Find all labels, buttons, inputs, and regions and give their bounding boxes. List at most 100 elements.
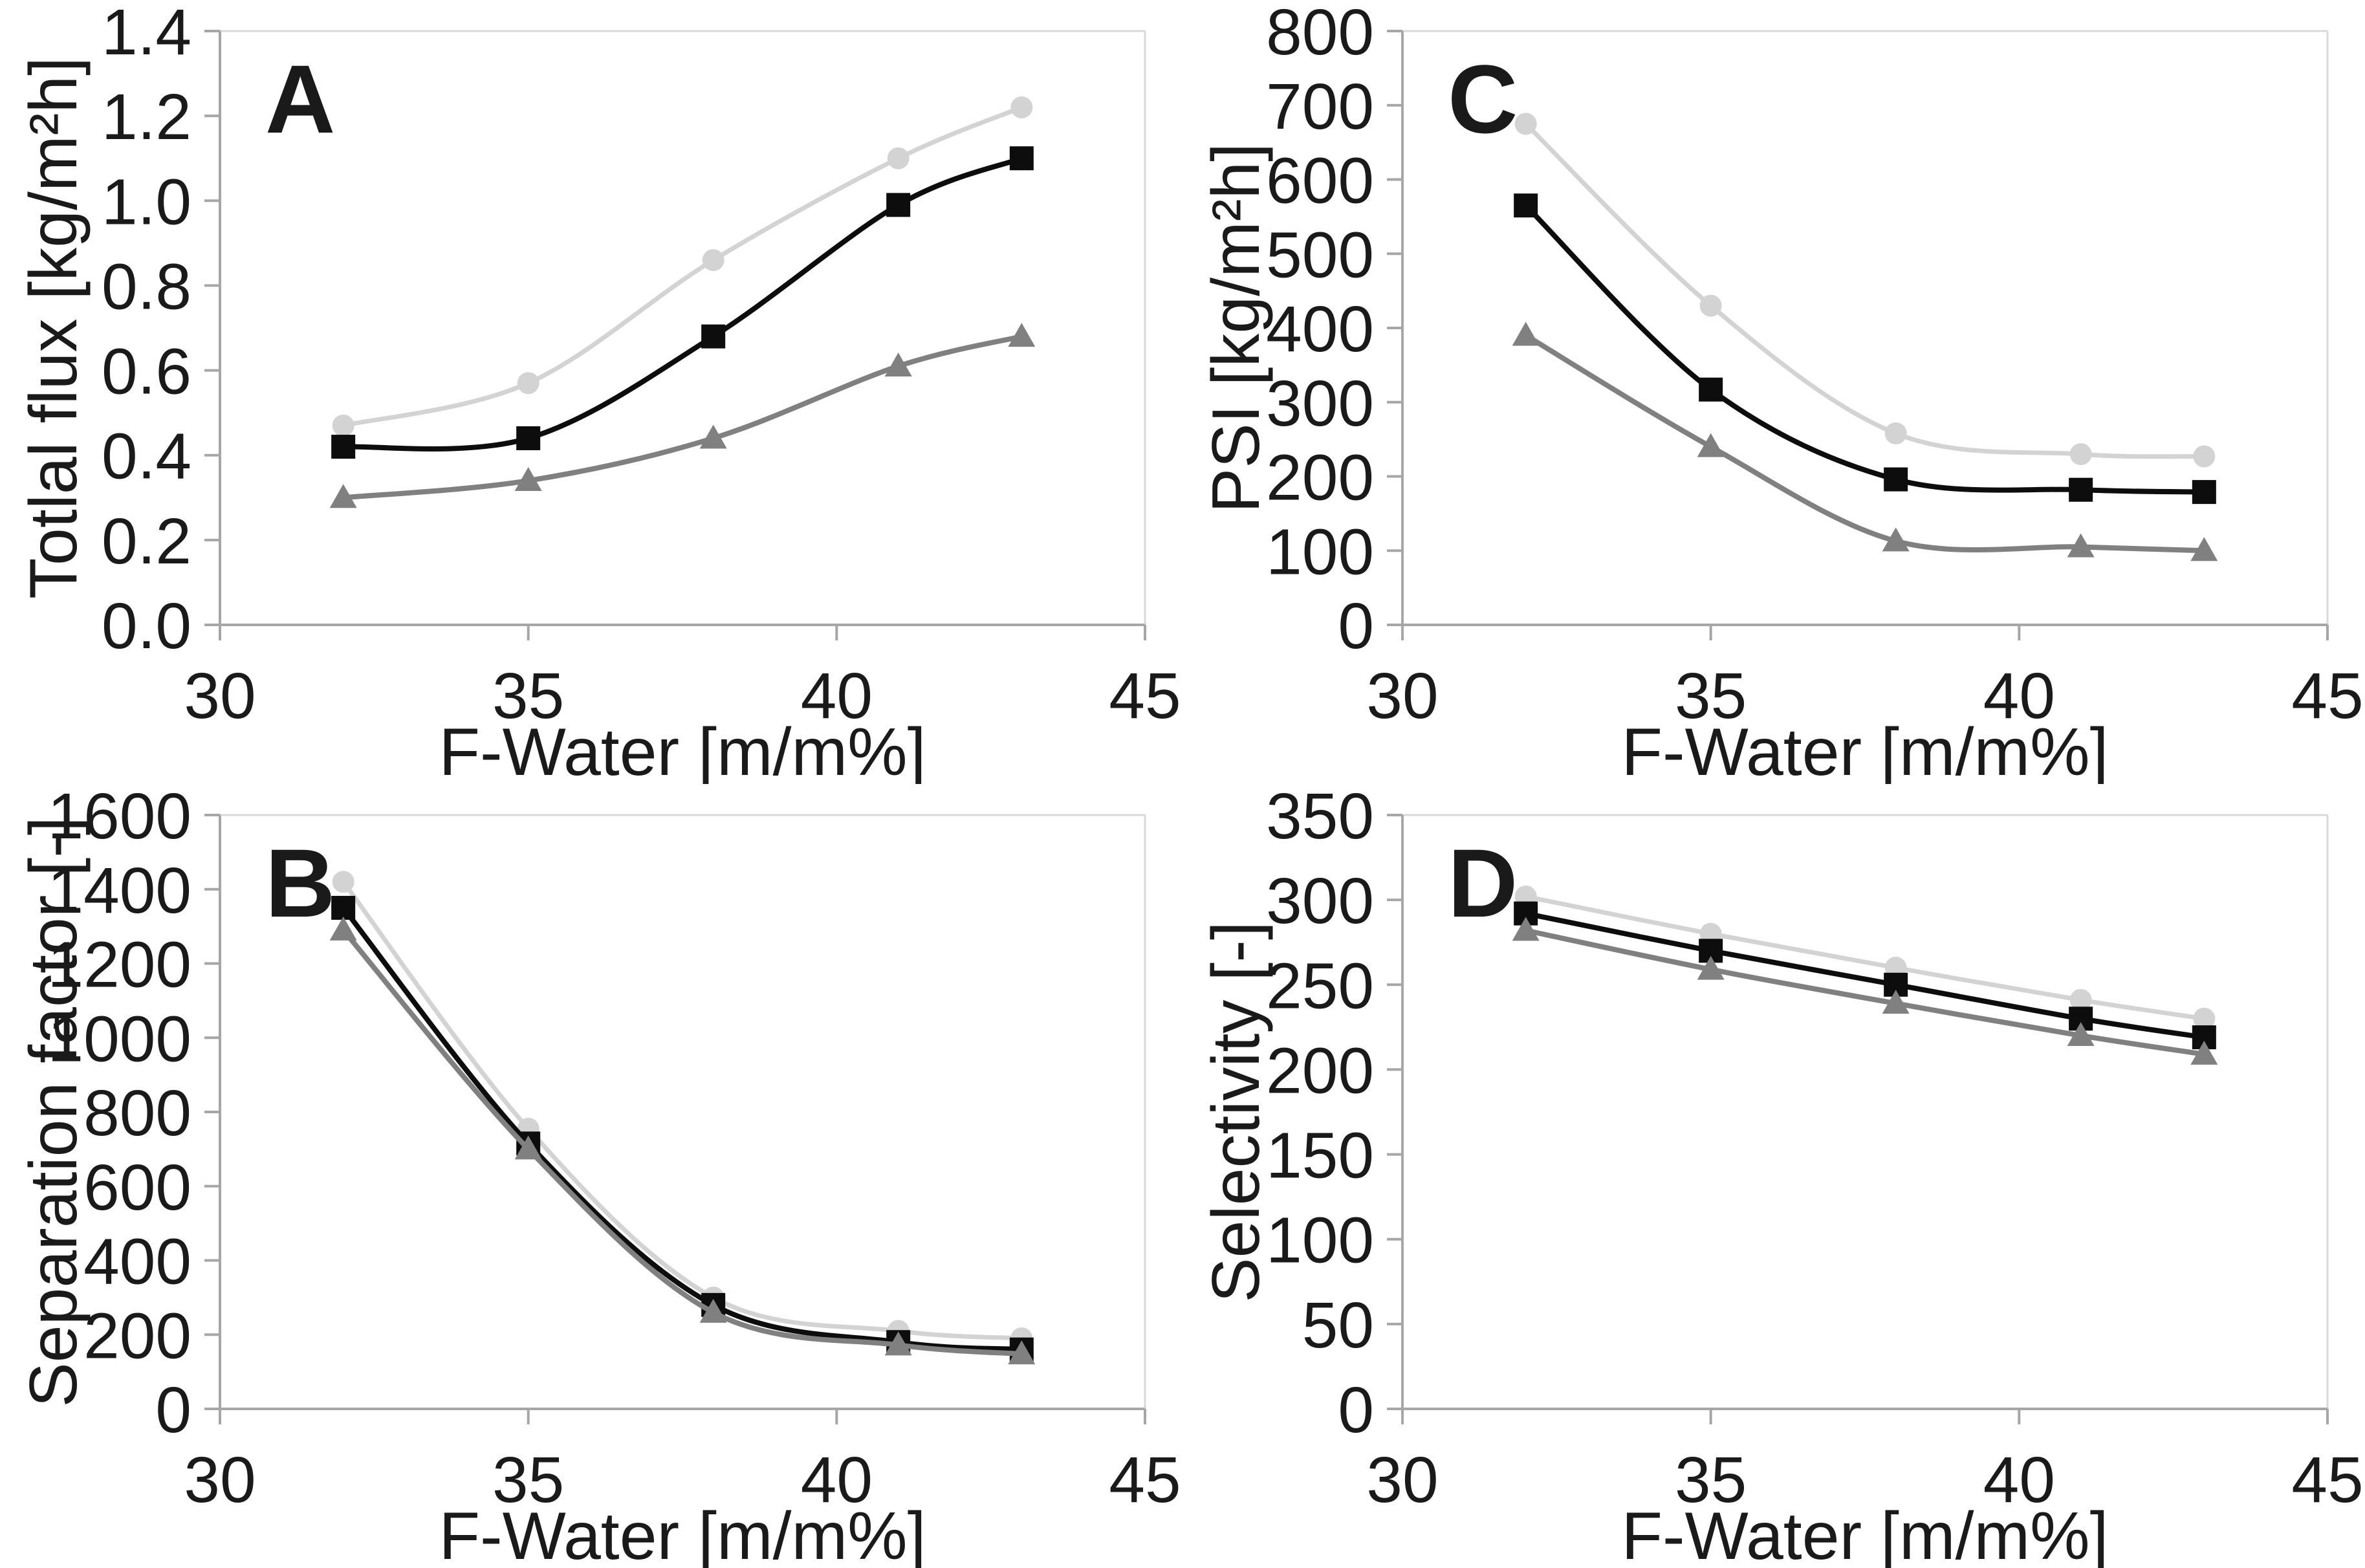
y-axis-ticks: 0.0 0.2 0.4 0.6 0.8 1.0 1.2 1.4 (102, 0, 220, 662)
triangle-marker (514, 467, 542, 492)
triangle-marker (699, 1298, 727, 1323)
panel-b-separation-factor: 0 200 400 600 800 1000 1200 1400 1600 30 35 40 45 F-W… (0, 784, 1182, 1568)
series-line-light-gray-circles (341, 105, 1024, 428)
series-line-black-squares (1523, 911, 2207, 1040)
y-tick-label: 100 (1266, 516, 1374, 588)
triangle-marker (1697, 433, 1725, 457)
chart-d-svg: 0 50 100 150 200 250 300 350 30 35 40 45 F-Water [m/… (1199, 784, 2364, 1568)
y-tick-label: 800 (1266, 0, 1374, 69)
y-tick-label: 1600 (48, 784, 191, 853)
panel-a-total-flux: 0.0 0.2 0.4 0.6 0.8 1.0 1.2 1.4 30 35 40 45 F-Water … (0, 0, 1182, 784)
x-tick-label: 45 (1109, 1444, 1181, 1516)
y-tick-label: 250 (1266, 950, 1374, 1022)
series-line-black-squares (1523, 202, 2207, 495)
x-axis-ticks: 30 35 40 45 (184, 1409, 1181, 1516)
square-marker (2069, 477, 2093, 502)
square-marker (1009, 146, 1034, 171)
y-axis-title: Selectivity [-] (1199, 921, 1274, 1302)
y-tick-label: 1400 (48, 855, 191, 927)
x-tick-label: 35 (492, 660, 564, 732)
x-axis-title: F-Water [m/m%] (1622, 1499, 2109, 1568)
y-axis-title: Totlal flux [kg/m²h] (16, 57, 91, 599)
triangle-marker (2190, 1040, 2218, 1065)
circle-marker (332, 871, 354, 893)
triangle-marker (1697, 955, 1725, 980)
triangle-marker (884, 1331, 912, 1356)
x-tick-label: 30 (1366, 1444, 1438, 1516)
panel-letter: D (1448, 829, 1518, 937)
square-marker (1884, 467, 1908, 492)
series-gray-triangles (329, 323, 1036, 508)
panel-letter: A (265, 45, 335, 153)
series-line-gray-triangles (340, 927, 1025, 1357)
triangle-marker (1008, 323, 1036, 347)
y-tick-label: 200 (1266, 1034, 1374, 1107)
series-line-black-squares (340, 155, 1025, 452)
x-tick-label: 30 (1366, 660, 1438, 732)
y-axis-title: PSI [kg/m²h] (1199, 143, 1274, 513)
series-gray-triangles (1512, 917, 2218, 1065)
y-tick-label: 700 (1266, 71, 1374, 143)
square-marker (2192, 480, 2216, 505)
y-tick-label: 800 (83, 1077, 191, 1149)
panel-letter: B (265, 829, 335, 937)
y-tick-label: 300 (1266, 367, 1374, 440)
y-tick-label: 0 (1338, 590, 1374, 662)
circle-marker (887, 147, 910, 169)
x-axis-ticks: 30 35 40 45 (1366, 625, 2364, 732)
circle-marker (332, 414, 354, 437)
series-line-gray-triangles (1523, 928, 2207, 1057)
y-tick-label: 200 (83, 1300, 191, 1372)
square-marker (1699, 377, 1723, 402)
x-tick-label: 30 (184, 660, 256, 732)
plot-border (220, 814, 1146, 1409)
series-black-squares (1514, 193, 2216, 505)
panel-d-selectivity: 0 50 100 150 200 250 300 350 30 35 40 45 F-Water [m/… (1182, 784, 2365, 1568)
square-marker (1514, 193, 1538, 218)
y-tick-label: 500 (1266, 219, 1374, 291)
series-line-gray-triangles (340, 334, 1025, 501)
plot-border (1402, 814, 2329, 1409)
x-axis-ticks: 30 35 40 45 (1366, 1409, 2364, 1516)
axes (204, 815, 1145, 1424)
y-tick-label: 400 (1266, 293, 1374, 365)
series-light-gray-circles (332, 96, 1033, 437)
series-line-light-gray-circles (1523, 121, 2207, 459)
y-tick-label: 1.4 (102, 0, 191, 69)
x-tick-label: 40 (1983, 1444, 2055, 1516)
series-black-squares (331, 146, 1034, 459)
square-marker (516, 426, 541, 450)
y-axis-ticks: 0 50 100 150 200 250 300 350 (1266, 784, 1402, 1446)
axes (1387, 31, 2327, 640)
y-tick-label: 400 (83, 1226, 191, 1298)
series-line-black-squares (340, 905, 1025, 1353)
series-line-gray-triangles (1523, 332, 2207, 554)
x-axis-title: F-Water [m/m%] (439, 715, 926, 784)
x-tick-label: 40 (801, 1444, 873, 1516)
x-axis-title: F-Water [m/m%] (439, 1499, 926, 1568)
x-tick-label: 40 (801, 660, 873, 732)
series-gray-triangles (329, 916, 1036, 1365)
series-line-light-gray-circles (341, 879, 1024, 1341)
y-tick-label: 0.8 (102, 250, 191, 323)
y-tick-label: 0.0 (102, 590, 191, 662)
y-tick-label: 1.0 (102, 166, 191, 238)
y-tick-label: 1.2 (102, 81, 191, 153)
series-black-squares (1514, 901, 2216, 1050)
triangle-marker (884, 353, 912, 377)
triangle-marker (2067, 533, 2095, 558)
y-tick-label: 300 (1266, 865, 1374, 937)
triangle-marker (2190, 537, 2218, 561)
triangle-marker (1512, 917, 1540, 941)
y-tick-label: 0.2 (102, 505, 191, 578)
triangle-marker (514, 1135, 542, 1160)
x-axis-title: F-Water [m/m%] (1622, 715, 2109, 784)
circle-marker (2193, 1007, 2216, 1030)
y-tick-label: 600 (1266, 145, 1374, 217)
triangle-marker (329, 484, 357, 508)
triangle-marker (1008, 1340, 1036, 1365)
y-tick-label: 0.6 (102, 336, 191, 408)
